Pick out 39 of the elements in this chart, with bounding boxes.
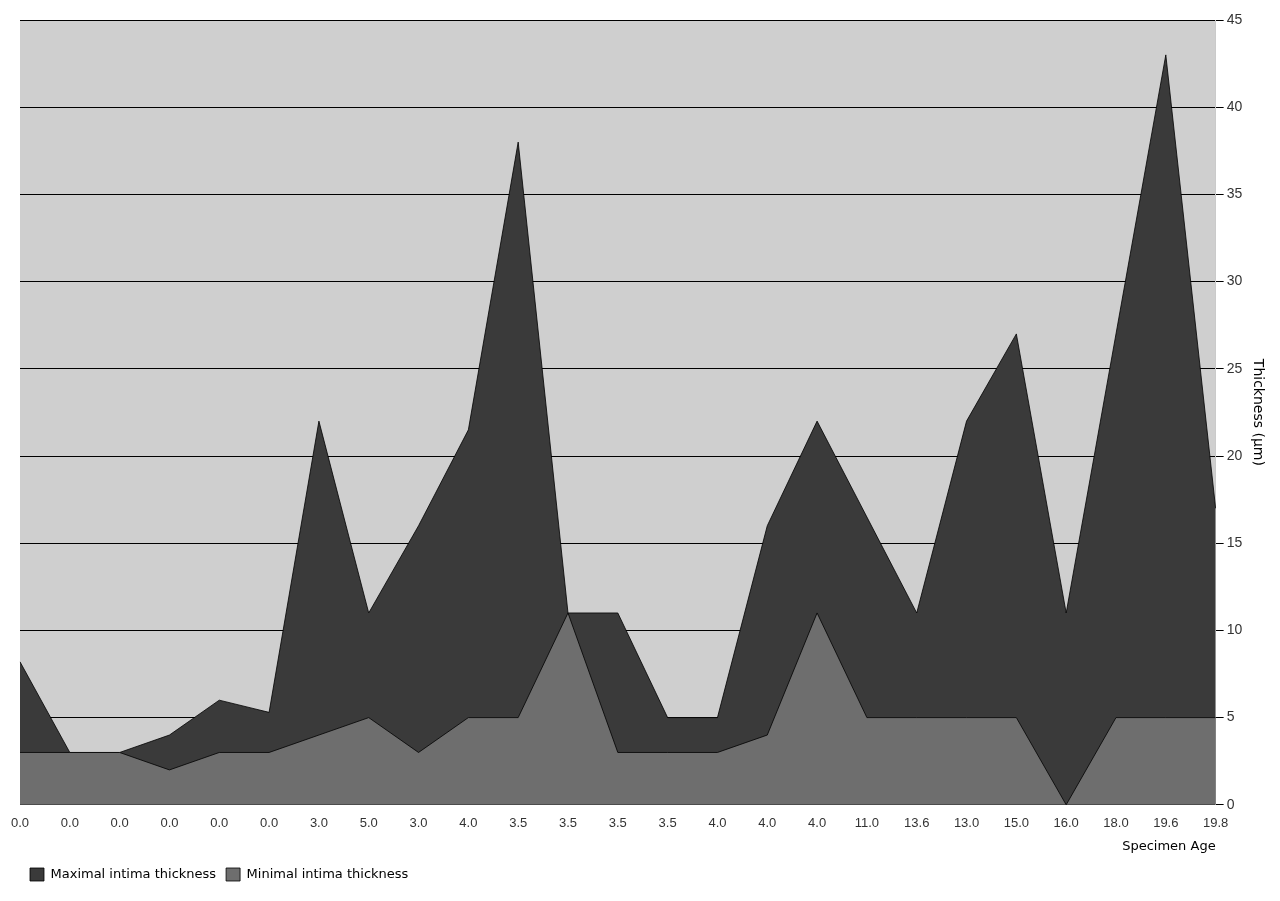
- x-tick-label: 3.5: [658, 815, 677, 831]
- x-tick-label: 0.0: [160, 815, 179, 831]
- x-tick-label: 3.0: [309, 815, 328, 831]
- x-tick-label: 3.0: [409, 815, 428, 831]
- y-tick-label: 15: [1226, 534, 1243, 551]
- x-tick-label: 0.0: [60, 815, 79, 831]
- x-tick-label: 11.0: [854, 815, 880, 831]
- y-tick-label: 35: [1226, 185, 1243, 202]
- x-tick-label: 18.0: [1103, 815, 1129, 831]
- y-axis-title: Thickness (µm): [1250, 357, 1267, 466]
- x-tick-label: 15.0: [1003, 815, 1030, 831]
- x-tick-label: 3.5: [608, 815, 627, 831]
- legend-label: Maximal intima thickness: [50, 865, 217, 881]
- x-tick-label: 13.6: [904, 815, 930, 831]
- legend-label: Minimal intima thickness: [246, 865, 409, 881]
- x-tick-label: 4.0: [808, 815, 827, 831]
- x-tick-label: 3.5: [558, 815, 578, 831]
- y-tick-label: 0: [1226, 795, 1235, 812]
- x-tick-label: 0.0: [110, 815, 129, 831]
- x-tick-label: 5.0: [359, 815, 378, 831]
- x-tick-label: 0.0: [210, 815, 229, 831]
- y-tick-label: 30: [1226, 272, 1243, 289]
- x-tick-label: 0.0: [10, 815, 30, 831]
- x-tick-label: 3.5: [509, 815, 528, 831]
- y-tick-label: 20: [1226, 446, 1243, 463]
- y-tick-label: 45: [1226, 10, 1243, 27]
- y-tick-label: 5: [1226, 708, 1235, 725]
- x-tick-label: 16.0: [1053, 815, 1079, 831]
- y-tick-label: 40: [1226, 98, 1243, 115]
- x-axis-title: Specimen Age: [1122, 837, 1216, 853]
- x-tick-label: 0.0: [260, 815, 279, 831]
- y-tick-label: 25: [1226, 359, 1243, 376]
- y-tick-label: 10: [1226, 621, 1243, 638]
- x-tick-label: 19.6: [1153, 815, 1179, 831]
- x-tick-label: 4.0: [708, 815, 727, 831]
- x-tick-label: 4.0: [459, 815, 478, 831]
- x-tick-label: 4.0: [758, 815, 777, 831]
- x-tick-label: 19.8: [1202, 815, 1229, 831]
- x-tick-label: 13.0: [953, 815, 980, 831]
